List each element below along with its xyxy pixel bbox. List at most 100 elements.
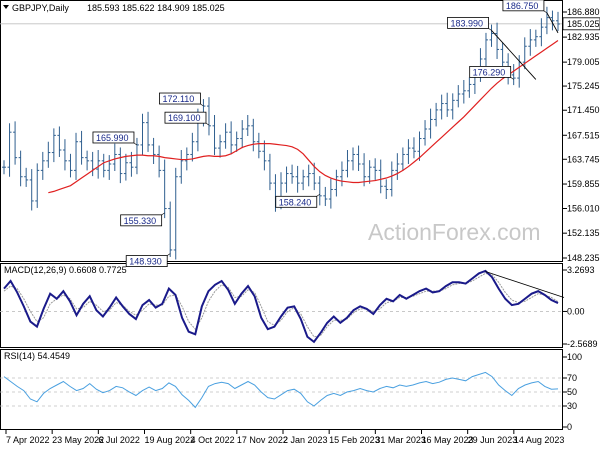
price-tick-label-2: 182.935 [567, 32, 600, 42]
price-bar-71 [395, 153, 400, 180]
price-bar-32 [179, 150, 184, 184]
price-trendlines [491, 12, 559, 80]
price-bar-67 [373, 158, 378, 180]
x-tick-label-9: 16 May 2023 [422, 435, 474, 445]
rsi-tick-label-2: 50 [567, 387, 577, 397]
price-bar-82 [456, 85, 461, 108]
x-tick-label-5: 17 Nov 2022 [237, 435, 288, 445]
annotation-box-5 [92, 131, 135, 144]
macd-ticks: 3.2693 0.00 -2.5689 [562, 265, 598, 349]
x-tick-label-6: 2 Jan 2023 [283, 435, 328, 445]
price-bar-76 [423, 120, 428, 146]
price-tick-label-6: 167.515 [567, 130, 600, 140]
annotation-leader-4 [205, 122, 210, 126]
price-bar-79 [439, 94, 444, 120]
price-bar-99 [550, 10, 555, 31]
price-bar-60 [334, 169, 339, 197]
annotation-box-3 [159, 92, 201, 105]
annotation-label-3: 172.110 [162, 94, 194, 104]
price-bar-51 [284, 166, 289, 193]
price-bar-55 [306, 164, 311, 187]
price-bar-69 [384, 179, 389, 200]
annotation-leader-2 [510, 77, 514, 80]
x-tick-label-3: 19 Aug 2022 [145, 435, 196, 445]
price-bar-46 [256, 132, 261, 159]
annotation-label-5: 165.990 [96, 133, 129, 143]
price-ticks: 186.880 185.025 182.935 179.005 175.245 171.4… [562, 7, 600, 263]
price-bar-41 [229, 121, 234, 155]
price-bar-66 [367, 160, 372, 184]
x-tick-label-0: 7 Apr 2022 [6, 435, 50, 445]
x-tick-label-10: 29 Jun 2023 [468, 435, 518, 445]
price-bar-95 [528, 29, 533, 56]
price-bar-4 [24, 167, 29, 187]
price-annotations: 186.750 183.990 176.290 172.110 169.100 165.9… [92, 0, 548, 267]
price-bar-62 [345, 150, 350, 178]
price-bar-31 [173, 167, 178, 260]
price-bar-2 [13, 121, 18, 165]
rsi-panel-frame [0, 349, 563, 430]
price-bar-13 [74, 132, 79, 180]
price-tick-label-1: 185.025 [567, 19, 600, 29]
price-bar-78 [434, 102, 439, 127]
rsi-grid [0, 377, 562, 407]
price-tick-label-11: 148.235 [567, 253, 600, 263]
price-bar-6 [35, 163, 40, 208]
price-bar-17 [96, 150, 101, 179]
x-tick-label-8: 31 Mar 2023 [375, 435, 426, 445]
annotation-leader-6 [316, 194, 320, 197]
annotation-leader-0 [543, 10, 548, 14]
annotation-label-2: 176.290 [473, 67, 506, 77]
price-bar-27 [151, 137, 156, 165]
price-bar-97 [539, 18, 544, 47]
price-tick-label-9: 156.010 [567, 204, 600, 214]
watermark: ActionForex.com [368, 219, 541, 245]
price-tick-label-10: 152.135 [567, 228, 600, 238]
rsi-ticks: 100 70 50 30 0 [562, 352, 582, 432]
moving-average-line [48, 40, 559, 194]
price-bar-42 [234, 131, 239, 152]
price-bar-74 [411, 137, 416, 159]
price-bar-9 [51, 128, 56, 163]
price-trendline-0 [491, 30, 537, 80]
price-bar-68 [378, 159, 383, 194]
price-bar-90 [500, 42, 505, 70]
price-bars [2, 6, 560, 260]
price-bar-48 [267, 153, 272, 191]
x-tick-label-2: 6 Jul 2022 [98, 435, 140, 445]
price-tick-label-4: 175.245 [567, 81, 600, 91]
price-trendline-1 [546, 12, 559, 34]
macd-tick-label-2: -2.5689 [567, 339, 598, 349]
x-tick-label-7: 15 Feb 2023 [329, 435, 380, 445]
price-bar-83 [461, 79, 466, 104]
price-bar-89 [495, 22, 500, 59]
x-tick-label-1: 23 May 2022 [52, 435, 104, 445]
chart-header-symbol: GBPJPY,Daily [12, 3, 69, 13]
price-tick-label-7: 163.745 [567, 154, 600, 164]
header-dropdown-icon[interactable] [3, 5, 9, 9]
annotation-label-0: 186.750 [506, 1, 539, 11]
price-bar-47 [262, 140, 267, 171]
chart-header-ohlc: 185.593 185.622 184.909 185.025 [87, 3, 225, 13]
price-bar-72 [400, 147, 405, 172]
price-bar-22 [123, 153, 128, 181]
price-bar-52 [290, 164, 295, 184]
annotation-label-8: 148.930 [129, 257, 162, 267]
price-bar-25 [140, 113, 145, 155]
annotation-box-0 [502, 0, 545, 12]
rsi-tick-label-0: 100 [567, 352, 582, 362]
macd-tick-label-0: 3.2693 [567, 265, 595, 275]
annotation-label-4: 169.100 [168, 113, 201, 123]
price-bar-12 [68, 153, 73, 178]
annotation-box-2 [469, 66, 512, 78]
price-bar-11 [62, 139, 67, 171]
annotation-leader-1 [488, 28, 492, 31]
price-tick-label-8: 159.855 [567, 179, 600, 189]
price-bar-30 [168, 201, 173, 257]
price-bar-81 [450, 93, 455, 120]
annotation-leader-7 [161, 212, 165, 216]
annotation-leader-8 [167, 253, 171, 256]
price-bar-26 [146, 111, 151, 152]
price-bar-14 [79, 130, 84, 165]
